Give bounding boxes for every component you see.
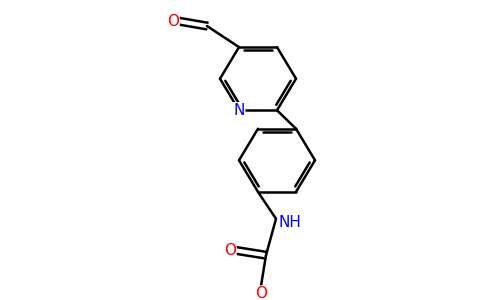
Text: O: O — [255, 286, 267, 300]
Text: NH: NH — [279, 215, 302, 230]
Text: N: N — [233, 103, 245, 118]
Text: O: O — [224, 243, 236, 258]
Text: O: O — [167, 14, 179, 29]
